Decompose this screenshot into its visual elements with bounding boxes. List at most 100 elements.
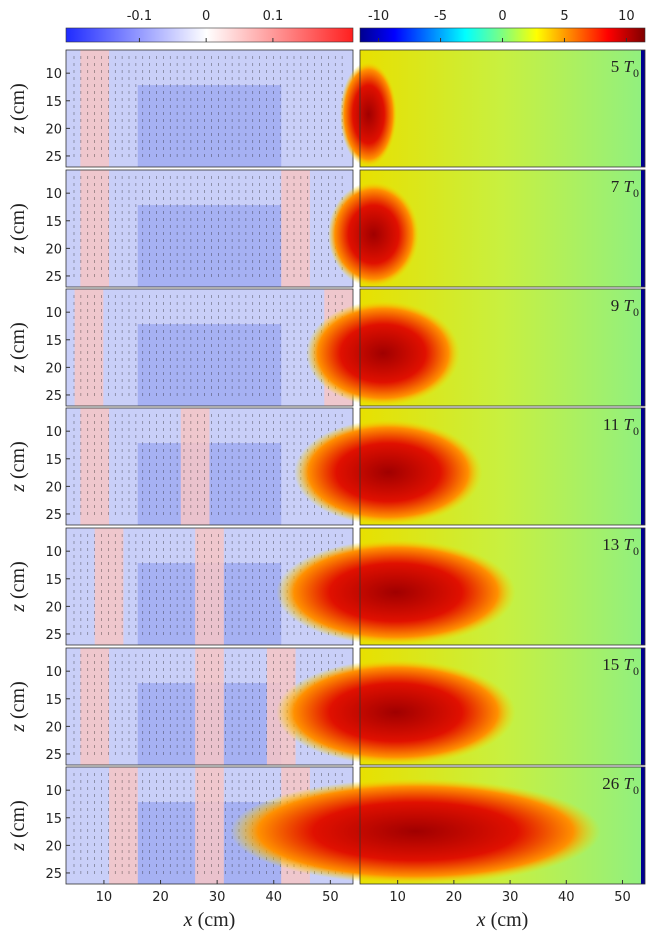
panel-stripe: [195, 528, 224, 645]
x-tick-label: 20: [152, 890, 169, 905]
z-axis-label: z (cm): [7, 83, 29, 135]
panel-shade: [137, 324, 282, 406]
panel-stripe: [281, 170, 310, 287]
z-axis-var: z: [7, 126, 29, 135]
z-tick-label: 15: [45, 95, 62, 110]
velocity-panel: [65, 527, 354, 646]
vorticity-panel: [328, 169, 646, 288]
x-axis-var: x: [183, 909, 193, 931]
z-axis-unit: (cm): [7, 441, 29, 479]
z-tick-label: 20: [45, 600, 62, 615]
z-tick-label: 20: [45, 242, 62, 257]
colorbar-tick-label: -0.1: [127, 9, 152, 24]
time-subscript: 0: [633, 66, 639, 80]
vorticity-panel: [340, 49, 646, 168]
vorticity-panel: [276, 527, 646, 646]
z-tick-label: 10: [45, 425, 62, 440]
time-label: 5 T0: [611, 57, 639, 80]
x-axis-unit: (cm): [198, 909, 236, 931]
vorticity-panel: [230, 766, 646, 885]
z-tick-label: 10: [45, 306, 62, 321]
time-value: 7: [611, 177, 620, 196]
time-label: 15 T0: [602, 655, 639, 678]
z-tick-label: 25: [45, 389, 62, 404]
x-axis-label: x (cm): [183, 909, 236, 931]
colorbar-tick-label: 10: [618, 9, 635, 24]
z-tick-label: 25: [45, 270, 62, 285]
z-axis-label: z (cm): [7, 322, 29, 374]
colorbar-tick-label: -10: [368, 9, 389, 24]
z-axis-unit: (cm): [7, 83, 29, 121]
z-axis-var: z: [7, 246, 29, 255]
panel-frame: [359, 527, 646, 646]
time-symbol: T: [624, 655, 635, 674]
x-tick-label: 40: [558, 890, 575, 905]
panel-stripe: [195, 648, 224, 765]
vortex-blob: [328, 181, 420, 287]
time-subscript: 0: [633, 544, 639, 558]
z-axis-var: z: [7, 604, 29, 613]
vortex-blob: [276, 659, 516, 765]
z-axis-label: z (cm): [7, 561, 29, 613]
panel-stripe: [74, 289, 104, 406]
x-tick-label: 30: [502, 890, 519, 905]
z-tick-label: 10: [45, 187, 62, 202]
z-tick-label: 10: [45, 784, 62, 799]
time-label: 9 T0: [611, 296, 639, 319]
colorbar-tick-label: 0: [202, 9, 210, 24]
z-axis-label: z (cm): [7, 800, 29, 852]
velocity-panel: [65, 288, 354, 407]
panel-edge: [641, 528, 645, 645]
time-subscript: 0: [633, 186, 639, 200]
z-tick-label: 15: [45, 693, 62, 708]
z-axis-unit: (cm): [7, 800, 29, 838]
time-subscript: 0: [633, 424, 639, 438]
z-tick-label: 20: [45, 122, 62, 137]
x-axis-unit: (cm): [491, 909, 529, 931]
z-tick-label: 15: [45, 812, 62, 827]
x-tick-label: 20: [446, 890, 463, 905]
z-axis-unit: (cm): [7, 322, 29, 360]
time-subscript: 0: [633, 664, 639, 678]
z-tick-label: 25: [45, 150, 62, 165]
time-value: 9: [611, 296, 620, 315]
z-axis-var: z: [7, 843, 29, 852]
z-tick-label: 10: [45, 67, 62, 82]
time-symbol: T: [624, 57, 635, 76]
panel-edge: [641, 767, 645, 884]
z-tick-label: 20: [45, 480, 62, 495]
x-tick-label: 50: [322, 890, 339, 905]
time-label: 7 T0: [611, 177, 639, 200]
velocity-panel: [65, 169, 354, 288]
time-symbol: T: [624, 774, 635, 793]
time-subscript: 0: [633, 305, 639, 319]
vortex-blob: [306, 300, 461, 406]
z-tick-label: 15: [45, 573, 62, 588]
velocity-panel: [65, 49, 354, 168]
vortex-blob: [276, 539, 516, 645]
z-tick-label: 25: [45, 867, 62, 882]
panel-shade: [137, 85, 282, 167]
z-tick-label: 15: [45, 334, 62, 349]
panel-edge: [641, 289, 645, 406]
panel-stripe: [195, 767, 224, 884]
z-tick-label: 20: [45, 720, 62, 735]
panel-frame: [359, 647, 646, 766]
panel-edge: [641, 170, 645, 287]
time-value: 5: [611, 57, 620, 76]
colorbar-tick-label: 5: [560, 9, 568, 24]
time-symbol: T: [624, 415, 635, 434]
x-tick-label: 10: [389, 890, 406, 905]
panel-stripe: [180, 408, 210, 525]
z-tick-label: 25: [45, 508, 62, 523]
panel-frame: [359, 49, 646, 168]
time-symbol: T: [624, 296, 635, 315]
time-symbol: T: [624, 177, 635, 196]
z-tick-label: 10: [45, 545, 62, 560]
z-tick-label: 25: [45, 748, 62, 763]
colorbar-tick-label: -5: [434, 9, 447, 24]
z-tick-label: 15: [45, 215, 62, 230]
vorticity-panel: [294, 407, 646, 526]
z-axis-label: z (cm): [7, 681, 29, 733]
panel-frame: [359, 169, 646, 288]
